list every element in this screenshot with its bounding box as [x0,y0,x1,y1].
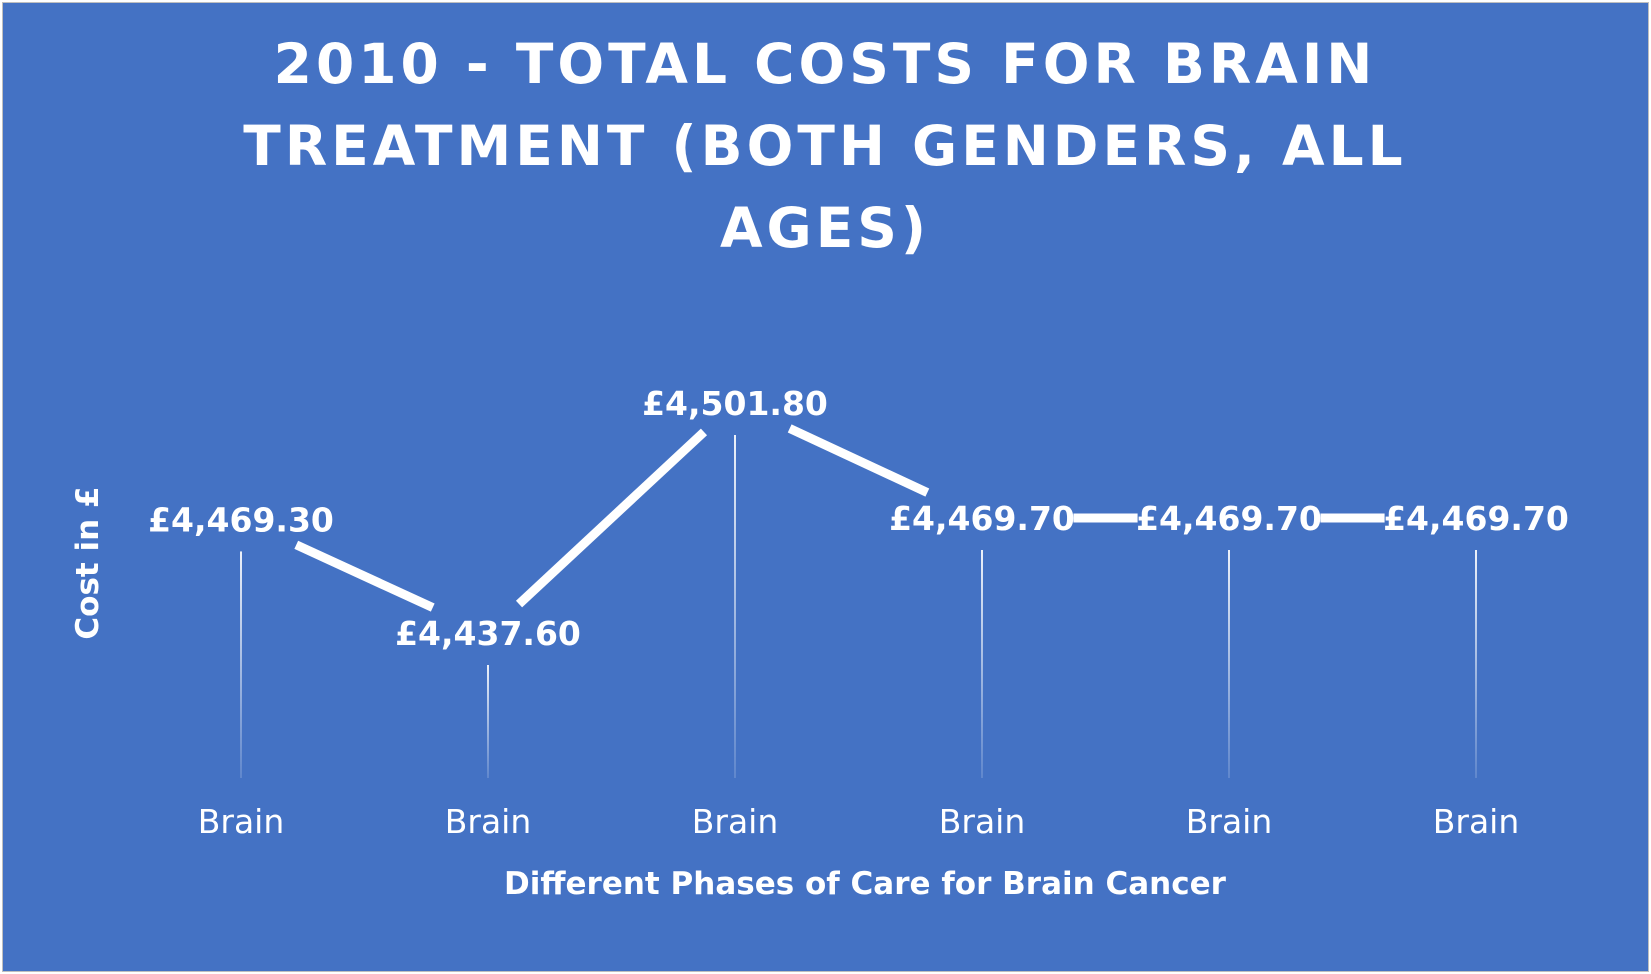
data-label: £4,469.70 [1383,499,1569,538]
chart-title: 2010 - TOTAL COSTS FOR BRAIN TREATMENT (B… [243,32,1406,260]
series-segment [787,424,930,497]
x-tick-label: Brain [1186,802,1273,841]
drop-lines [240,435,1477,778]
x-tick-label: Brain [1433,802,1520,841]
drop-line [240,551,242,778]
x-tick-label: Brain [445,802,532,841]
series-segment [515,428,708,608]
data-label: £4,501.80 [642,384,828,423]
line-chart: 2010 - TOTAL COSTS FOR BRAIN TREATMENT (B… [70,32,1569,902]
data-label: £4,437.60 [395,614,581,653]
drop-line [1475,550,1477,778]
drop-line [1228,550,1230,778]
data-label: £4,469.70 [889,499,1075,538]
chart-title-line: TREATMENT (BOTH GENDERS, ALL [243,114,1406,178]
x-axis-title: Different Phases of Care for Brain Cance… [504,866,1227,902]
x-tick-label: Brain [692,802,779,841]
series-segment [294,540,435,612]
x-tick-label: Brain [198,802,285,841]
drop-line [487,665,489,778]
chart-title-line: 2010 - TOTAL COSTS FOR BRAIN [274,32,1377,96]
series-line [294,424,1385,612]
data-label: £4,469.30 [148,500,334,539]
data-labels: £4,469.30 £4,437.60 £4,501.80 £4,469.70 £4,4… [148,384,1569,653]
data-label: £4,469.70 [1136,499,1322,538]
chart-title-line: AGES) [720,196,930,260]
x-tick-label: Brain [939,802,1026,841]
x-axis-tick-labels: Brain Brain Brain Brain Brain Brain [198,802,1520,841]
drop-line [734,435,736,778]
drop-line [981,550,983,778]
y-axis-title: Cost in £ [70,486,106,639]
